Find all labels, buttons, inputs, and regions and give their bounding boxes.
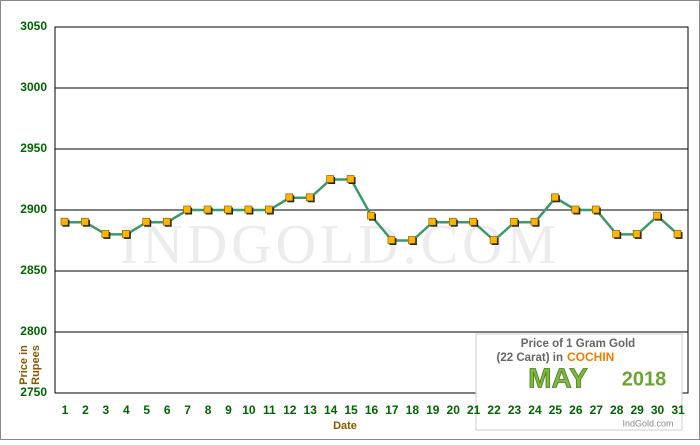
info-line: Price of 1 Gram Gold [521,338,635,350]
x-tick-label: 2 [82,403,89,417]
marker [408,236,416,244]
marker [653,211,661,220]
marker [224,205,232,214]
info-site: IndGold.com [622,418,673,428]
info-box: Price of 1 Gram Gold (22 Carat) in COCHI… [475,333,683,431]
x-tick-label: 16 [365,403,379,417]
marker [81,217,89,226]
y-tick-label: 3000 [20,80,47,94]
x-tick-label: 10 [242,403,256,417]
marker [326,175,334,183]
x-tick-label: 9 [225,403,232,417]
x-tick-label: 30 [651,403,665,417]
y-tick-label: 2800 [20,324,47,338]
plot-area [54,26,689,394]
marker [551,193,559,202]
marker [510,217,518,226]
watermark: INDGOLD.COM [120,214,561,276]
x-tick-label: 18 [406,403,420,417]
x-tick-label: 7 [184,403,191,417]
marker [673,230,682,238]
marker [346,175,355,183]
info-month: MAY [528,362,588,393]
x-axis-title: Date [333,420,357,432]
info-box-frame [475,333,683,431]
x-tick-label: 26 [569,403,583,417]
x-tick-label: 6 [164,403,171,417]
x-tick-label: 13 [304,403,318,417]
info-city: COCHIN [567,350,614,364]
x-tick-label: 29 [630,403,644,417]
x-tick-label: 31 [671,403,685,417]
x-tick-label: 15 [344,403,358,417]
marker [367,211,375,220]
x-tick-label: 28 [610,403,624,417]
marker [489,236,498,244]
x-tick-label: 23 [508,403,522,417]
info-line: (22 Carat) in [497,352,563,364]
y-axis-title: Rupees [30,345,42,385]
x-tick-label: 1 [62,403,69,417]
x-tick-label: 20 [447,403,461,417]
y-tick-label: 2850 [20,263,47,277]
x-tick-label: 27 [590,403,604,417]
y-axis-title: Price in [18,345,30,385]
marker [183,205,191,214]
marker [428,217,437,226]
x-tick-label: 21 [467,403,481,417]
x-tick-label: 14 [324,403,338,417]
marker [122,230,130,238]
marker [142,217,151,226]
y-tick-label: 3050 [20,19,47,33]
marker [162,217,171,226]
y-tick-label: 2750 [20,385,47,399]
marker [101,230,110,238]
x-tick-label: 17 [385,403,399,417]
x-tick-label: 11 [263,403,276,417]
marker [387,236,396,244]
marker [591,205,600,214]
x-tick-label: 24 [528,403,542,417]
marker [571,205,580,214]
marker [203,205,212,214]
x-tick-label: 4 [123,403,130,417]
x-tick-label: 8 [205,403,212,417]
x-tick-label: 5 [143,403,150,417]
marker [305,193,314,202]
marker [244,205,253,214]
y-tick-label: 2900 [20,202,47,216]
marker [448,217,457,226]
marker [530,217,539,226]
x-tick-label: 22 [487,403,501,417]
x-tick-label: 12 [283,403,297,417]
marker [265,205,273,214]
marker [632,230,641,238]
marker [60,217,69,226]
y-tick-label: 2950 [20,141,47,155]
info-year: 2018 [622,368,667,390]
marker [469,217,477,226]
marker [612,230,621,238]
x-tick-label: 25 [549,403,563,417]
x-tick-label: 19 [426,403,440,417]
x-tick-label: 3 [103,403,110,417]
marker [285,193,294,202]
